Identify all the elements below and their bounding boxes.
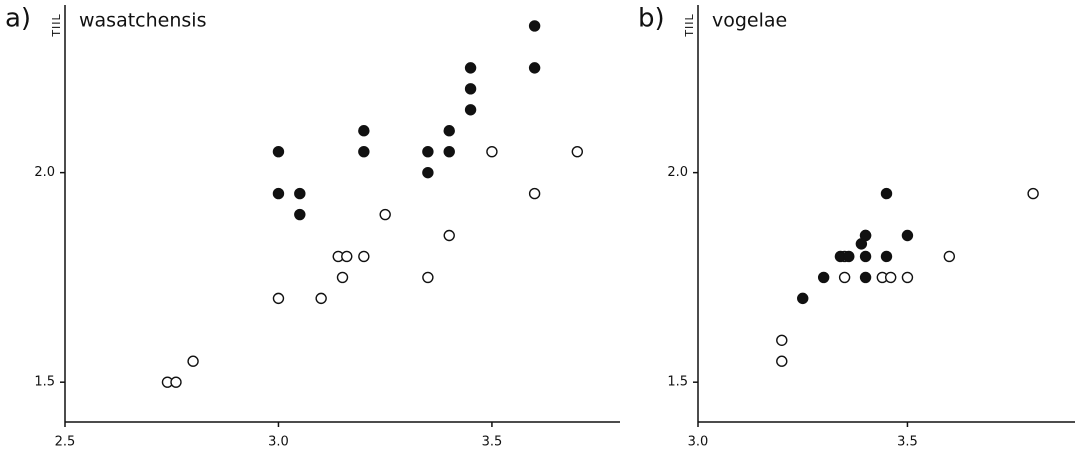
panel-label: b) <box>638 4 665 34</box>
point <box>901 229 914 242</box>
point <box>443 229 455 242</box>
point <box>341 250 353 263</box>
chart-title: wasatchensis <box>79 10 206 32</box>
point <box>776 355 788 367</box>
point <box>464 62 477 74</box>
point <box>838 271 851 284</box>
point <box>272 187 285 200</box>
point <box>797 292 809 305</box>
point <box>272 292 285 305</box>
y-tick-label: 1.5 <box>34 375 55 390</box>
x-tick-label: 3.5 <box>897 435 918 450</box>
y-tick-label: 1.5 <box>667 375 688 390</box>
point <box>443 145 455 158</box>
point <box>336 271 349 284</box>
point <box>187 355 199 367</box>
point <box>880 250 893 263</box>
x-tick-label: 3.5 <box>482 435 503 450</box>
panel-label: a) <box>5 4 31 34</box>
point <box>528 20 541 32</box>
point <box>1027 187 1039 200</box>
point <box>855 238 868 250</box>
y-axis-label: TIIL <box>50 13 63 37</box>
x-tick-label: 2.5 <box>55 435 76 450</box>
point <box>358 250 370 263</box>
point <box>443 125 455 137</box>
point <box>817 271 830 284</box>
point <box>422 166 434 179</box>
y-axis-label: TIIL <box>683 13 696 37</box>
y-tick-label: 2.0 <box>34 165 55 180</box>
point <box>294 187 306 200</box>
point <box>943 250 956 263</box>
point <box>315 292 327 305</box>
point <box>776 334 788 346</box>
point <box>859 250 872 263</box>
point <box>901 271 914 284</box>
point <box>571 145 584 158</box>
point <box>272 145 285 158</box>
point <box>859 271 872 284</box>
panel: b) vogelae TIIL 3.0 3.5 1.5 2.0 <box>638 4 1075 450</box>
point <box>422 271 434 284</box>
point <box>464 104 477 116</box>
point <box>528 62 541 74</box>
point <box>358 125 370 137</box>
point <box>486 145 498 158</box>
x-tick-label: 3.0 <box>268 435 289 450</box>
point <box>358 145 370 158</box>
point <box>528 187 541 200</box>
x-tick-label: 3.0 <box>688 435 709 450</box>
point <box>170 376 182 388</box>
panel: a) wasatchensis TIIL 2.5 3.0 3.5 1.5 2.0 <box>5 4 620 450</box>
point <box>422 145 434 158</box>
point <box>880 187 893 200</box>
point <box>843 250 855 263</box>
point <box>884 271 897 284</box>
y-tick-label: 2.0 <box>667 165 688 180</box>
point <box>294 208 306 221</box>
chart-title: vogelae <box>712 10 787 32</box>
point <box>464 83 477 95</box>
point <box>379 208 391 221</box>
